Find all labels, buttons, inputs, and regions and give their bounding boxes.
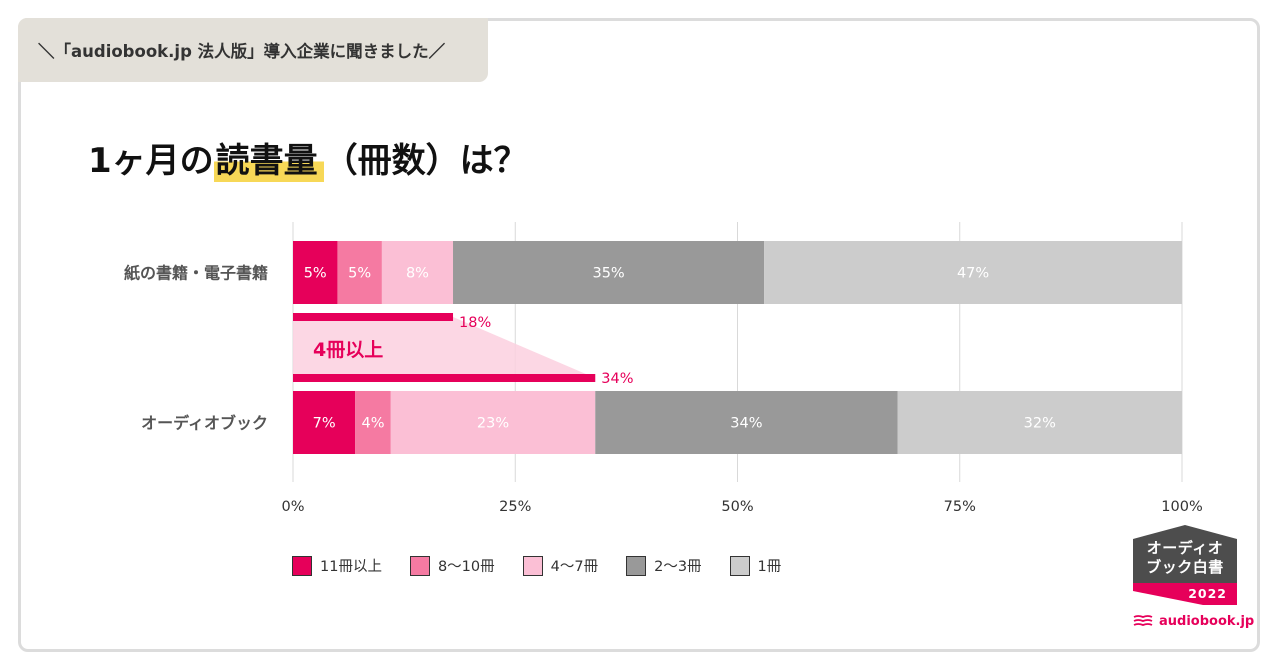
legend-swatch	[522, 555, 543, 576]
data-label: 4%	[362, 416, 385, 432]
legend-item: 11冊以上	[292, 555, 382, 576]
brand-logo: audiobook.jp	[1133, 614, 1254, 629]
badge-title: オーディオ ブック白書	[1133, 525, 1237, 583]
title-post: （冊数）は？	[323, 140, 528, 181]
bar-segment	[355, 391, 391, 454]
data-label: 23%	[477, 416, 509, 432]
bar-segment	[337, 241, 382, 304]
bar-segment	[595, 391, 898, 454]
badge-line1: オーディオ	[1146, 539, 1224, 557]
legend-label: 11冊以上	[320, 559, 382, 575]
x-tick-label: 75%	[944, 499, 976, 515]
annotation-value-label: 18%	[459, 315, 491, 331]
legend-item: 2〜3冊	[626, 555, 702, 576]
data-label: 5%	[304, 266, 327, 282]
legend-label: 8〜10冊	[437, 559, 495, 575]
legend-item: 8〜10冊	[409, 555, 495, 576]
x-tick-label: 50%	[721, 499, 753, 515]
data-label: 35%	[592, 266, 624, 282]
badge-year: 2022	[1133, 583, 1237, 605]
data-label: 8%	[406, 266, 429, 282]
legend-swatch	[729, 555, 750, 576]
legend-item: 1冊	[729, 555, 782, 576]
data-label: 47%	[957, 266, 989, 282]
legend-swatch	[626, 555, 647, 576]
bar-segment	[390, 391, 596, 454]
legend-swatch	[292, 555, 312, 576]
bar-segment	[764, 241, 1182, 304]
data-label: 5%	[348, 266, 371, 282]
card-frame	[18, 18, 1260, 652]
legend-label: 2〜3冊	[654, 559, 702, 575]
data-label: 32%	[1024, 416, 1056, 432]
x-tick-label: 25%	[499, 499, 531, 515]
book-icon	[1133, 614, 1153, 626]
legend-label: 1冊	[757, 559, 782, 575]
bar-segment	[897, 391, 1182, 454]
category-label: 紙の書籍・電子書籍	[124, 264, 268, 283]
title-pre: 1ヶ月の	[88, 140, 214, 181]
logo-text: audiobook.jp	[1159, 614, 1255, 629]
x-tick-label: 0%	[281, 499, 304, 515]
legend-swatch	[409, 555, 430, 576]
chart-legend: 11冊以上 8〜10冊 4〜7冊 2〜3冊 1冊	[292, 555, 809, 576]
white-paper-badge: オーディオ ブック白書 2022	[1133, 525, 1239, 605]
bar-segment	[293, 391, 356, 454]
annotation-label: 4冊以上	[313, 339, 383, 361]
legend-item: 4〜7冊	[522, 555, 599, 576]
title-highlight: 読書量	[213, 132, 324, 182]
bar-segment	[293, 241, 338, 304]
x-tick-label: 100%	[1161, 499, 1202, 515]
annotation-band	[293, 317, 596, 378]
annotation-line-audio	[293, 374, 596, 382]
annotation-line-print	[293, 313, 454, 321]
legend-label: 4〜7冊	[550, 559, 599, 575]
data-label: 7%	[313, 416, 336, 432]
survey-tag: ＼「audiobook.jp 法人版」導入企業に聞きました／	[18, 18, 488, 82]
badge-line2: ブック白書	[1146, 558, 1224, 576]
data-label: 34%	[730, 416, 762, 432]
category-label: オーディオブック	[141, 414, 268, 433]
survey-tag-text: ＼「audiobook.jp 法人版」導入企業に聞きました／	[38, 42, 446, 61]
annotation-value-label: 34%	[601, 371, 633, 387]
chart-title: 1ヶ月の 読書量 （冊数）は？	[88, 132, 528, 182]
bar-segment	[453, 241, 765, 304]
bar-segment	[381, 241, 454, 304]
